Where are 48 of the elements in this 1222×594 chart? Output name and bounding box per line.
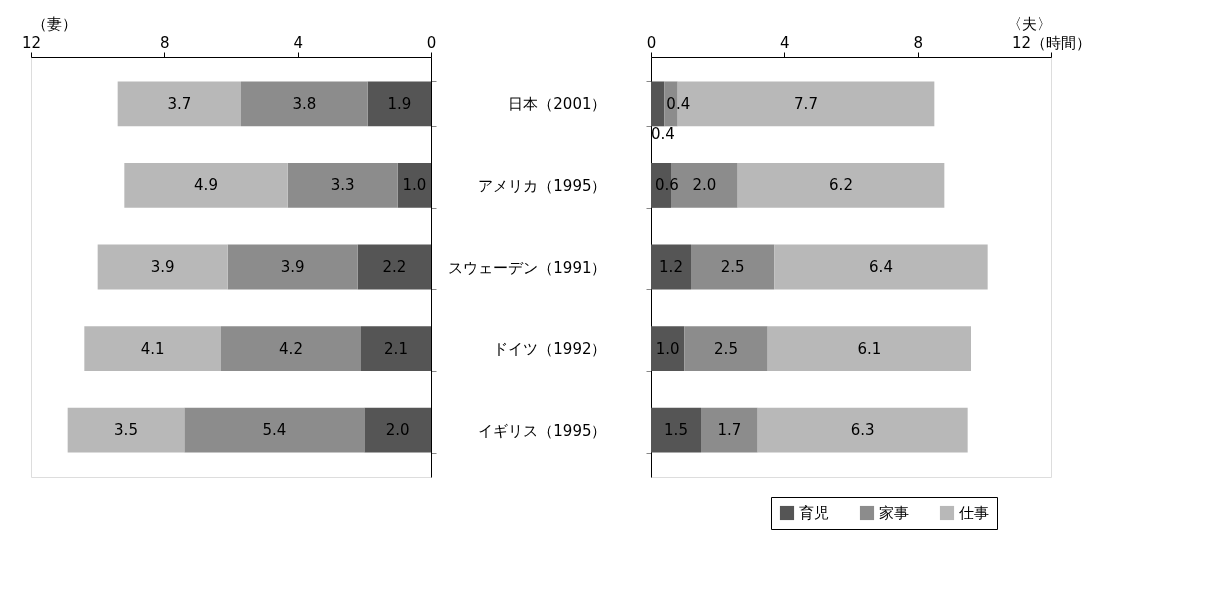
data-label: 1.9: [387, 94, 412, 113]
data-label: 2.0: [692, 176, 717, 195]
x-tick-label: 12（時間）: [1011, 33, 1092, 52]
x-tick-label: 0: [426, 33, 437, 52]
x-tick-label: 4: [293, 33, 303, 52]
data-label: 6.4: [869, 258, 893, 276]
data-label: 1.0: [402, 176, 427, 195]
y-tick-label: ドイツ（1992）: [493, 340, 607, 359]
x-tick-label: 0: [646, 33, 657, 52]
legend-label: 家事: [879, 504, 909, 522]
x-axis-title: 〈夫〉: [1006, 14, 1052, 33]
y-tick-label: イギリス（1995）: [478, 421, 607, 440]
data-label: 6.3: [850, 421, 875, 440]
data-label: 1.0: [655, 339, 680, 358]
x-tick-label: 8: [160, 33, 170, 52]
y-tick-label: スウェーデン（1991）: [448, 258, 607, 277]
data-label: 3.9: [280, 258, 305, 276]
data-label: 3.3: [330, 176, 355, 195]
data-label: 1.5: [664, 421, 688, 440]
data-label: 7.7: [794, 94, 818, 113]
data-label: 5.4: [262, 421, 287, 440]
data-label: 0.6: [655, 176, 679, 195]
y-tick-label: アメリカ（1995）: [478, 176, 607, 195]
data-label: 2.2: [382, 258, 407, 276]
data-label: 0.4: [651, 124, 675, 143]
data-label: 6.1: [857, 339, 882, 358]
data-label: 2.5: [714, 339, 738, 358]
data-label: 6.2: [829, 176, 853, 195]
legend-label: 育児: [799, 504, 829, 522]
data-label: 3.7: [167, 94, 192, 113]
data-label: 4.2: [279, 339, 303, 358]
data-label: 2.5: [720, 258, 745, 276]
x-tick-label: 8: [913, 33, 923, 52]
data-label: 0.4: [666, 94, 691, 113]
legend-label: 仕事: [958, 504, 989, 522]
data-label: 1.7: [717, 421, 742, 440]
y-tick-label: 日本（2001）: [508, 95, 607, 114]
x-tick-label: 12: [21, 33, 42, 52]
data-label: 4.1: [140, 339, 165, 358]
x-axis-title: （妻）: [31, 14, 77, 33]
data-label: 4.9: [194, 176, 218, 195]
data-label: 3.9: [150, 258, 175, 276]
data-label: 1.2: [659, 258, 683, 276]
data-label: 3.5: [114, 421, 138, 440]
x-tick-label: 4: [780, 33, 790, 52]
data-label: 2.1: [384, 339, 408, 358]
data-label: 3.8: [292, 94, 317, 113]
data-label: 2.0: [385, 421, 410, 440]
